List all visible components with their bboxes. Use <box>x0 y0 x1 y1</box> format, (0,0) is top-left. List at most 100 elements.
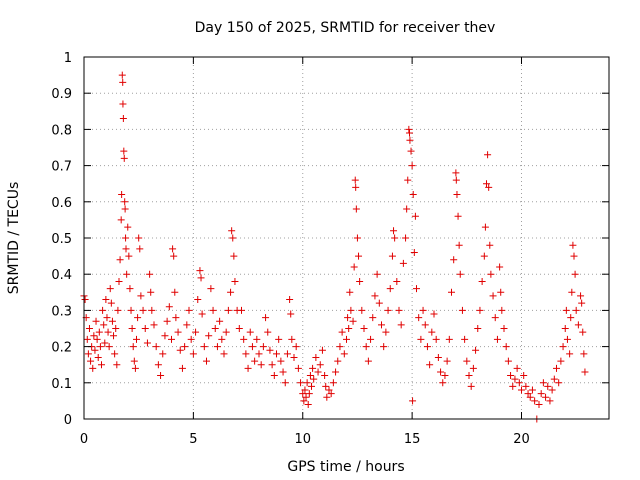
data-point <box>119 100 127 108</box>
data-point <box>100 321 108 329</box>
data-point <box>268 361 276 369</box>
x-tick-label: 0 <box>80 432 88 447</box>
data-point <box>572 306 580 314</box>
data-point <box>189 350 197 358</box>
data-point <box>287 310 295 318</box>
data-point <box>467 382 475 390</box>
data-point <box>567 314 575 322</box>
data-point <box>213 343 221 351</box>
data-point <box>253 335 261 343</box>
data-point <box>405 125 413 133</box>
data-point <box>553 364 560 372</box>
data-point <box>327 390 335 398</box>
data-point <box>443 357 451 365</box>
data-point <box>356 277 364 285</box>
data-point <box>579 328 587 336</box>
data-point <box>346 288 354 296</box>
data-point <box>403 205 411 213</box>
data-point <box>353 234 361 242</box>
data-point <box>244 364 252 372</box>
data-point <box>264 328 272 336</box>
data-point <box>107 299 115 307</box>
data-point <box>561 325 569 332</box>
data-point <box>406 129 413 137</box>
data-point <box>94 353 102 361</box>
data-point <box>194 296 202 304</box>
data-point <box>515 379 523 387</box>
y-tick-label: 0.1 <box>51 377 72 392</box>
data-point <box>382 328 390 336</box>
data-point <box>445 335 453 343</box>
data-point <box>178 364 186 372</box>
data-point <box>259 343 267 351</box>
data-point <box>146 270 154 278</box>
data-point <box>407 147 415 155</box>
data-point <box>242 350 250 358</box>
data-point <box>344 314 352 322</box>
data-point <box>196 267 204 275</box>
y-tick-label: 0.8 <box>51 123 72 138</box>
data-point <box>334 357 342 365</box>
data-point <box>169 245 177 253</box>
data-point <box>345 325 353 332</box>
data-point <box>485 183 493 191</box>
data-point <box>570 252 578 260</box>
data-point <box>520 372 528 380</box>
data-point <box>185 306 193 314</box>
data-point <box>229 234 237 242</box>
data-point <box>309 364 317 372</box>
x-tick-label: 15 <box>404 432 421 447</box>
data-point <box>200 343 208 351</box>
data-point <box>231 277 239 285</box>
data-point <box>240 335 248 343</box>
data-points <box>80 71 589 423</box>
data-point <box>159 350 167 358</box>
plot-frame <box>83 56 610 420</box>
data-point <box>539 379 547 387</box>
data-point <box>410 248 418 256</box>
data-point <box>421 321 429 329</box>
data-point <box>303 379 311 387</box>
data-point <box>255 350 263 358</box>
data-point <box>408 162 416 170</box>
data-point <box>546 397 554 405</box>
data-point <box>207 285 215 293</box>
data-point <box>350 263 358 271</box>
data-point <box>101 339 109 347</box>
data-point <box>481 223 489 231</box>
data-point <box>257 361 265 369</box>
data-point <box>548 386 556 394</box>
data-point <box>325 386 333 394</box>
data-point <box>211 325 219 332</box>
data-point <box>497 288 505 296</box>
grid <box>84 57 609 419</box>
data-point <box>314 368 322 376</box>
data-point <box>343 335 350 343</box>
data-point <box>544 382 552 390</box>
data-point <box>568 288 576 296</box>
data-point <box>111 350 119 358</box>
data-point <box>248 343 256 351</box>
data-point <box>580 350 588 358</box>
data-point <box>84 350 92 358</box>
data-point <box>524 390 532 398</box>
data-point <box>504 357 512 365</box>
data-point <box>135 234 143 242</box>
data-point <box>441 372 449 380</box>
data-point <box>323 393 331 401</box>
data-point <box>465 372 473 380</box>
data-point <box>318 346 326 354</box>
data-point <box>198 310 206 318</box>
data-point <box>203 357 210 365</box>
data-point <box>116 256 124 264</box>
data-point <box>96 343 104 351</box>
x-tick-label: 20 <box>513 432 530 447</box>
data-point <box>369 314 377 322</box>
data-point <box>397 321 405 329</box>
data-point <box>493 335 501 343</box>
data-point <box>463 357 471 365</box>
data-point <box>453 191 461 199</box>
data-point <box>235 325 243 332</box>
data-point <box>347 306 355 314</box>
